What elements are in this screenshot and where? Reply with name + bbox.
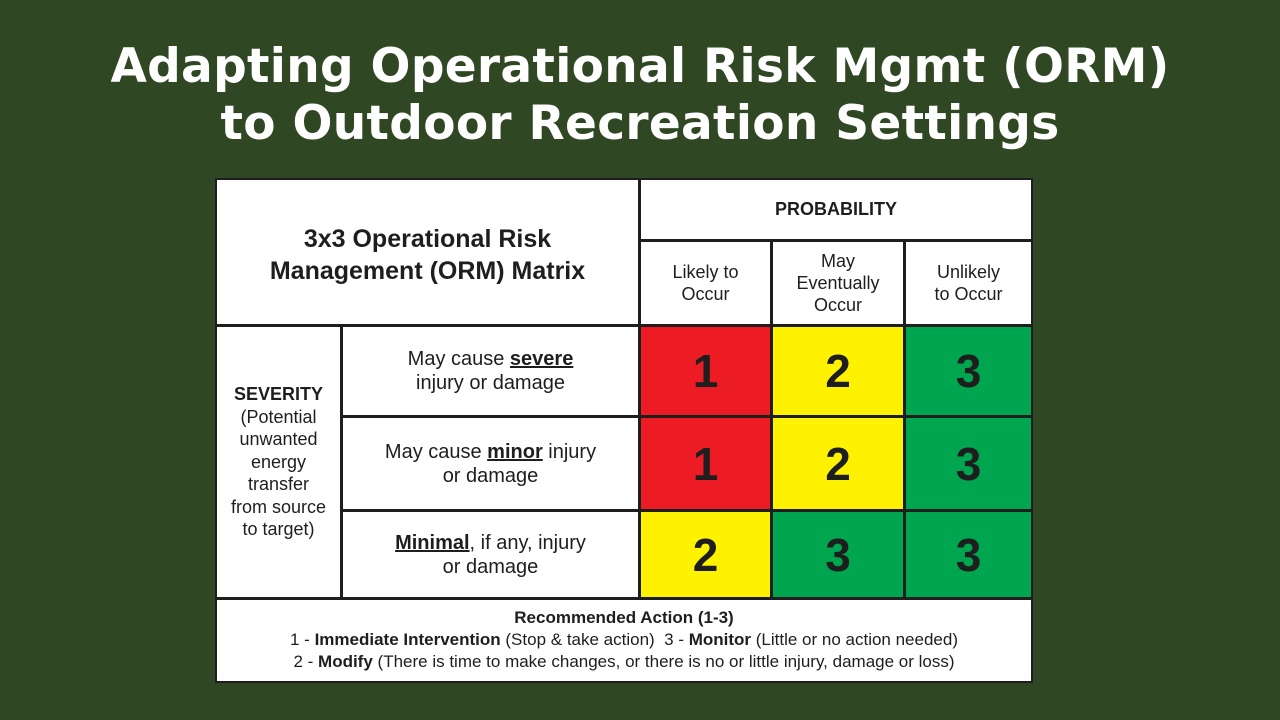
legend-line-1: 1 - Immediate Intervention (Stop & take …: [217, 629, 1031, 651]
row-desc-emphasis: minor: [487, 440, 543, 463]
recommended-action-legend: Recommended Action (1-3) 1 - Immediate I…: [217, 600, 1031, 681]
column-label-line: Occur: [813, 295, 862, 315]
risk-cell: 1: [641, 418, 773, 512]
row-desc-line-2: injury or damage: [416, 372, 565, 394]
row-desc-emphasis: Minimal: [395, 531, 470, 554]
slide-title-line-2: to Outdoor Recreation Settings: [220, 96, 1060, 151]
legend-line-2: 2 - Modify (There is time to make change…: [217, 651, 1031, 673]
severity-label: SEVERITY (Potential unwanted energy tran…: [217, 327, 343, 600]
legend-label-immediate: Immediate Intervention: [314, 630, 501, 649]
risk-cell: 2: [773, 327, 906, 418]
column-label-line: to Occur: [934, 284, 1003, 304]
severity-desc-line: to target): [242, 519, 315, 540]
slide-title: Adapting Operational Risk Mgmt (ORM) to …: [0, 38, 1280, 152]
column-label-line: May: [820, 251, 855, 271]
risk-cell: 2: [641, 512, 773, 600]
column-label-line: Occur: [681, 284, 730, 304]
severity-row-minor: May cause minor injury or damage: [343, 418, 641, 512]
legend-title: Recommended Action (1-3): [514, 608, 734, 627]
risk-cell: 2: [773, 418, 906, 512]
row-desc-line-2: or damage: [442, 555, 539, 578]
column-label-line: Unlikely: [936, 262, 1001, 282]
severity-desc-line: from source: [230, 496, 327, 517]
orm-risk-matrix: 3x3 Operational Risk Management (ORM) Ma…: [215, 178, 1033, 683]
severity-desc-line: energy: [250, 451, 307, 472]
row-desc-text: May cause: [384, 440, 488, 463]
probability-column-likely: Likely to Occur: [641, 242, 773, 327]
slide-title-line-1: Adapting Operational Risk Mgmt (ORM): [110, 39, 1170, 94]
row-desc-text: , if any, injury: [469, 531, 586, 554]
severity-desc-line: (Potential: [240, 406, 317, 427]
probability-column-unlikely: Unlikely to Occur: [906, 242, 1031, 327]
row-desc-emphasis: severe: [509, 348, 574, 370]
severity-row-severe: May cause severe injury or damage: [343, 327, 641, 418]
risk-cell: 3: [773, 512, 906, 600]
matrix-title-line-1: 3x3 Operational Risk: [303, 225, 552, 253]
severity-desc-line: unwanted: [239, 429, 318, 450]
probability-column-may-eventually: May Eventually Occur: [773, 242, 906, 327]
probability-header: PROBABILITY: [641, 180, 1031, 242]
severity-row-minimal: Minimal, if any, injury or damage: [343, 512, 641, 600]
legend-desc: (There is time to make changes, or there…: [372, 652, 955, 671]
row-desc-line-2: or damage: [442, 464, 539, 487]
legend-label-monitor: Monitor: [688, 630, 752, 649]
risk-cell: 1: [641, 327, 773, 418]
column-label-line: Eventually: [796, 273, 880, 293]
legend-number: 3 -: [664, 630, 689, 649]
column-label-line: Likely to: [672, 262, 739, 282]
severity-header: SEVERITY: [233, 384, 324, 405]
legend-label-modify: Modify: [318, 652, 373, 671]
severity-desc-line: transfer: [247, 474, 310, 495]
row-desc-text: injury: [542, 440, 597, 463]
risk-cell: 3: [906, 327, 1031, 418]
legend-desc: (Little or no action needed): [751, 630, 958, 649]
risk-cell: 3: [906, 418, 1031, 512]
legend-number: 1 -: [290, 630, 315, 649]
matrix-title: 3x3 Operational Risk Management (ORM) Ma…: [217, 180, 641, 327]
legend-number: 2 -: [293, 652, 319, 671]
matrix-title-line-2: Management (ORM) Matrix: [269, 257, 586, 285]
legend-desc: (Stop & take action): [500, 630, 665, 649]
risk-cell: 3: [906, 512, 1031, 600]
row-desc-text: May cause: [407, 348, 510, 370]
